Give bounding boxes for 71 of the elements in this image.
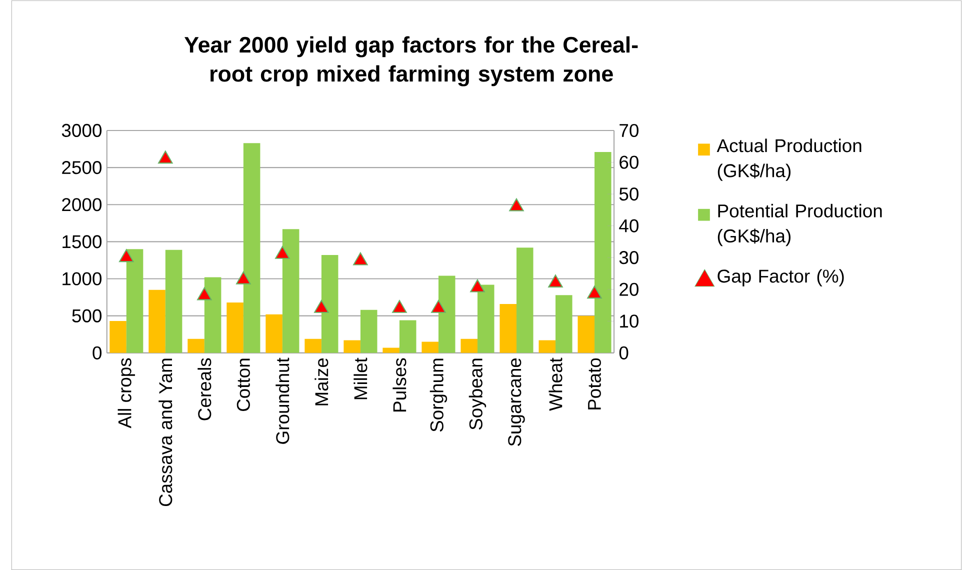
point [587,286,602,298]
x-tick-label: All crops [118,358,135,428]
x-tick-label: Cotton [236,358,250,411]
bar [594,152,612,353]
bar [399,320,416,353]
y-tick-label: 0 [92,346,102,360]
bar [360,310,378,353]
y-tick-label: 500 [72,309,102,322]
point [119,248,134,262]
point [470,279,485,292]
point [314,300,329,313]
legend-label: Actual Production (GK$/ha) [716,138,862,181]
point [275,246,290,259]
bar [110,320,126,353]
bar [538,340,556,353]
x-tick-label: Pulses [392,358,406,412]
x-tick-label: Cereals [198,358,212,420]
bar [243,142,260,353]
bar [422,342,438,353]
point [509,198,524,212]
point [353,252,368,266]
bar [148,290,166,353]
point [431,300,446,313]
point [197,287,212,300]
bar [304,338,322,353]
point [158,150,173,164]
x-tick-label: Soybean [468,358,486,430]
y2-tick-label: 60 [620,156,638,169]
x-tick-label: Maize [314,358,328,406]
legend-label: Potential Production (GK$/ha) [718,204,882,246]
x-tick-label: Sugarcane [508,358,525,446]
bar [382,348,400,353]
y-tick-label: 1000 [62,272,102,286]
bar [266,314,282,353]
bar [460,338,478,353]
y2-tick-label: 10 [620,314,638,328]
chart-title: Year 2000 yield gap factors for the Cereal-root crop mixed farming system zone [184,36,638,86]
bar [204,277,222,353]
point [392,300,407,313]
bar [126,248,144,353]
bar [516,247,534,353]
y-tick-label: 2000 [62,198,102,211]
x-tick-label: Potato [588,358,601,410]
y-tick-label: 1500 [62,234,102,248]
bar [165,250,182,353]
x-tick-label: Millet [354,358,368,399]
y-tick-label: 3000 [62,124,102,137]
x-tick-label: Sorghum [430,358,448,432]
bar [344,340,360,353]
bar [226,302,244,353]
bar [321,254,338,353]
y2-tick-label: 20 [620,282,638,296]
y2-tick-label: 50 [619,187,638,200]
x-tick-label: Groundnut [276,358,290,444]
legend-label: Gap Factor (%) [718,268,844,286]
bar [578,316,595,353]
bar [282,228,300,353]
x-tick-label: Wheat [548,358,562,411]
bar [188,338,204,353]
bar [438,276,456,353]
x-tick-label: Cassava and Yam [158,358,172,506]
y2-tick-label: 40 [619,219,638,232]
y2-tick-label: 30 [619,250,638,264]
bar [500,304,516,353]
bar [556,294,572,353]
bar [477,284,494,353]
y2-tick-label: 70 [620,124,638,137]
y-tick-label: 2500 [62,160,102,174]
y2-tick-label: 0 [619,346,628,360]
point [236,271,251,284]
point [548,274,563,288]
